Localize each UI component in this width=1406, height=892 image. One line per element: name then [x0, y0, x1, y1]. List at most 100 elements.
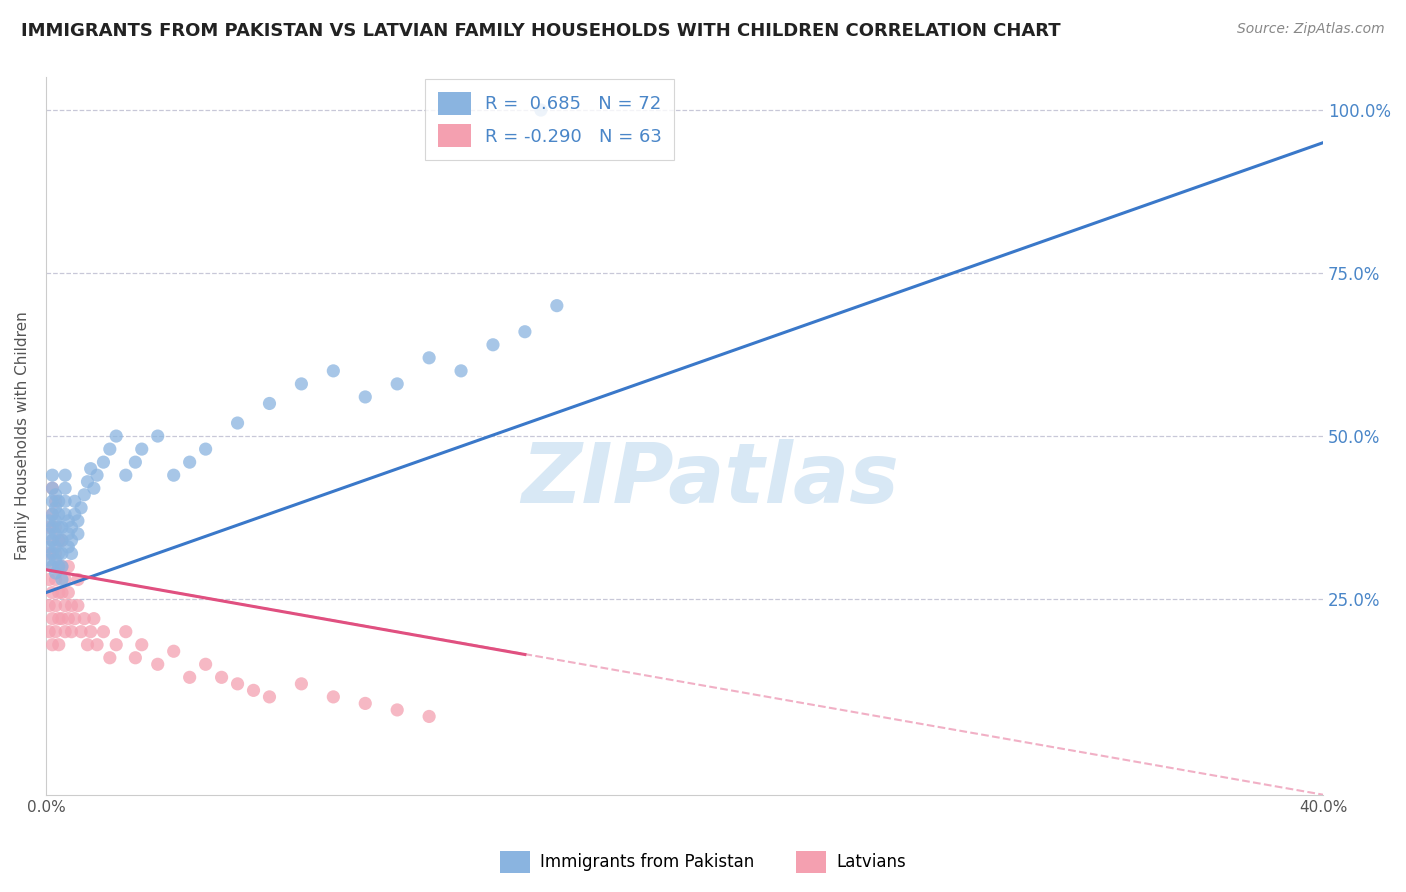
Point: [45, 546, 67, 560]
Point: [41, 585, 63, 599]
Point: [58, 585, 80, 599]
Point: [58, 559, 80, 574]
Point: [38, 546, 60, 560]
Point: [51, 559, 73, 574]
Point: [124, 650, 146, 665]
Point: [41, 468, 63, 483]
Point: [41, 546, 63, 560]
Point: [58, 540, 80, 554]
Point: [53, 468, 76, 483]
Point: [41, 508, 63, 522]
Point: [60, 599, 83, 613]
Point: [53, 508, 76, 522]
Point: [146, 429, 169, 443]
Point: [60, 546, 83, 560]
Point: [418, 709, 440, 723]
Point: [385, 376, 408, 391]
Point: [76, 475, 98, 489]
Point: [51, 612, 73, 626]
Point: [226, 416, 249, 430]
Point: [66, 599, 89, 613]
Point: [66, 527, 89, 541]
Point: [45, 494, 67, 508]
Point: [51, 559, 73, 574]
Point: [41, 533, 63, 548]
Point: [45, 488, 67, 502]
Point: [51, 573, 73, 587]
Point: [79, 624, 101, 639]
Point: [163, 644, 186, 658]
Point: [70, 624, 93, 639]
Point: [290, 677, 312, 691]
Point: [73, 488, 96, 502]
Point: [38, 540, 60, 554]
Point: [60, 624, 83, 639]
Point: [226, 677, 249, 691]
Point: [45, 566, 67, 580]
Point: [45, 573, 67, 587]
Point: [38, 624, 60, 639]
Point: [41, 481, 63, 495]
Point: [93, 455, 115, 469]
Point: [48, 520, 70, 534]
Point: [41, 494, 63, 508]
Text: ZIPatlas: ZIPatlas: [522, 439, 898, 520]
Point: [41, 559, 63, 574]
Point: [45, 540, 67, 554]
Point: [53, 573, 76, 587]
Point: [48, 546, 70, 560]
Point: [51, 533, 73, 548]
Point: [418, 351, 440, 365]
Point: [385, 703, 408, 717]
Point: [38, 527, 60, 541]
Point: [38, 573, 60, 587]
Point: [48, 559, 70, 574]
Point: [482, 338, 505, 352]
Point: [41, 481, 63, 495]
Point: [41, 559, 63, 574]
Point: [259, 396, 281, 410]
Text: IMMIGRANTS FROM PAKISTAN VS LATVIAN FAMILY HOUSEHOLDS WITH CHILDREN CORRELATION : IMMIGRANTS FROM PAKISTAN VS LATVIAN FAMI…: [21, 22, 1060, 40]
Point: [48, 508, 70, 522]
Point: [86, 468, 108, 483]
Point: [48, 494, 70, 508]
Point: [53, 599, 76, 613]
Point: [211, 670, 233, 684]
Legend: R =  0.685   N = 72, R = -0.290   N = 63: R = 0.685 N = 72, R = -0.290 N = 63: [426, 79, 675, 160]
Point: [51, 533, 73, 548]
Point: [63, 508, 86, 522]
Point: [124, 455, 146, 469]
Point: [354, 697, 377, 711]
Point: [79, 461, 101, 475]
Point: [45, 527, 67, 541]
Point: [66, 514, 89, 528]
Point: [73, 612, 96, 626]
Point: [53, 624, 76, 639]
Point: [105, 638, 128, 652]
Point: [48, 638, 70, 652]
Point: [41, 533, 63, 548]
Point: [63, 494, 86, 508]
Point: [105, 429, 128, 443]
Point: [53, 481, 76, 495]
Point: [83, 481, 105, 495]
Point: [41, 508, 63, 522]
Point: [179, 670, 201, 684]
Point: [45, 553, 67, 567]
Point: [51, 546, 73, 560]
Point: [163, 468, 186, 483]
Point: [38, 514, 60, 528]
Point: [70, 500, 93, 515]
Point: [58, 514, 80, 528]
Point: [194, 657, 217, 672]
Point: [76, 638, 98, 652]
Point: [48, 533, 70, 548]
Point: [45, 520, 67, 534]
Point: [60, 520, 83, 534]
Point: [114, 468, 136, 483]
Point: [41, 612, 63, 626]
Point: [45, 514, 67, 528]
Point: [45, 599, 67, 613]
Point: [450, 364, 472, 378]
Point: [60, 533, 83, 548]
